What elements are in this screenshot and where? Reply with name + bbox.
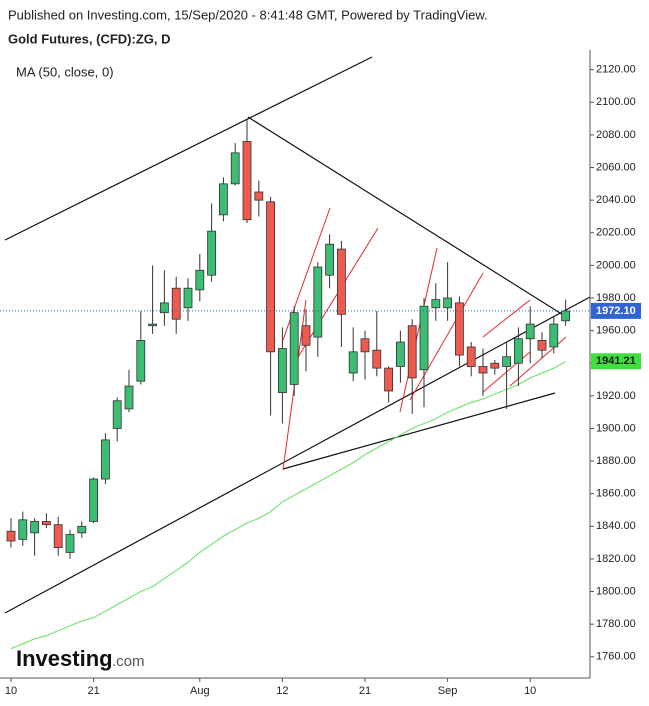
candle-body <box>407 325 417 379</box>
x-tick-label: 12 <box>276 685 288 697</box>
y-tick-label: 1780.00 <box>596 618 636 630</box>
candle-body <box>372 349 382 369</box>
candle-body <box>112 400 122 429</box>
candle-body <box>42 521 51 526</box>
candle-body <box>277 348 287 393</box>
fan-line <box>482 299 531 338</box>
legend-entry: MA (50, close, 0) <box>16 64 114 79</box>
y-tick-label: 1820.00 <box>596 553 636 565</box>
candle-body <box>360 338 370 353</box>
candle-body <box>443 297 453 309</box>
y-tick-label: 1760.00 <box>596 651 636 663</box>
header: Published on Investing.com, 15/Sep/2020 … <box>8 7 488 22</box>
x-tick-label: Sep <box>438 685 458 697</box>
candle-body <box>183 287 193 309</box>
candle-body <box>502 356 512 367</box>
candle-body <box>195 269 205 291</box>
fan-line <box>409 272 484 401</box>
candle-body <box>454 302 464 356</box>
candle-body <box>148 323 158 327</box>
candle-body <box>207 230 217 276</box>
candle-body <box>336 248 346 315</box>
y-tick-label: 1960.00 <box>596 325 636 337</box>
candle-body <box>431 299 441 309</box>
y-tick-label: 2060.00 <box>596 161 636 173</box>
y-tick-label: 1920.00 <box>596 390 636 402</box>
candle-body <box>218 183 228 216</box>
y-tick-label: 1900.00 <box>596 422 636 434</box>
candle-body <box>6 530 16 542</box>
candle-body <box>124 385 134 410</box>
candle-body <box>53 524 63 548</box>
candle-body <box>30 521 40 534</box>
chart-title: Gold Futures, (CFD):ZG, D <box>8 31 170 46</box>
y-tick-label: 2000.00 <box>596 259 636 271</box>
trendline <box>282 392 556 470</box>
trendline <box>4 56 373 241</box>
candle-body <box>549 323 559 348</box>
candle-body <box>525 323 535 340</box>
candle-body <box>325 243 335 276</box>
y-tick-label: 1880.00 <box>596 455 636 467</box>
candle-body <box>478 366 488 374</box>
candle-body <box>301 325 311 346</box>
candle-body <box>537 340 547 351</box>
candle-body <box>254 191 264 201</box>
x-tick-label: 10 <box>524 685 536 697</box>
candle-body <box>89 478 98 522</box>
candle-body <box>230 152 240 185</box>
candle-body <box>266 201 276 353</box>
last-price-box <box>591 302 641 319</box>
candle-body <box>65 534 75 553</box>
logo-suffix: .com <box>112 653 145 670</box>
y-tick-label: 2100.00 <box>596 96 636 108</box>
candle-body <box>490 362 500 369</box>
candle-body <box>289 312 299 385</box>
y-tick-label: 2080.00 <box>596 129 636 141</box>
candle-body <box>419 305 429 371</box>
trendline <box>247 116 569 319</box>
candle-body <box>348 351 358 374</box>
candle-body <box>384 367 394 392</box>
candle-body <box>313 266 323 338</box>
candle-body <box>171 287 181 320</box>
ma-last-label: 1941.21 <box>596 355 636 367</box>
x-tick-label: 10 <box>5 685 17 697</box>
x-tick-label: 21 <box>87 685 99 697</box>
candle-body <box>159 302 169 314</box>
x-tick-label: 21 <box>359 685 371 697</box>
candle-body <box>136 340 146 382</box>
trendline <box>4 296 591 614</box>
candle-body <box>466 346 476 367</box>
candle-body <box>18 519 28 540</box>
candle-body <box>514 338 523 364</box>
logo: Investing .com <box>16 646 145 671</box>
y-tick-label: 2020.00 <box>596 227 636 239</box>
ma-line <box>10 361 566 650</box>
y-tick-label: 1860.00 <box>596 488 636 500</box>
y-tick-label: 2120.00 <box>596 64 636 76</box>
logo-text: Investing <box>16 646 113 671</box>
candle-body <box>395 341 405 367</box>
candle-body <box>77 525 87 534</box>
y-tick-label: 1980.00 <box>596 292 636 304</box>
candle-body <box>242 141 252 221</box>
ma-last-box <box>591 353 641 370</box>
candle-body <box>561 310 570 322</box>
last-price-label: 1972.10 <box>596 305 636 317</box>
candle-body <box>101 439 110 480</box>
y-tick-label: 2040.00 <box>596 194 636 206</box>
fan-line <box>399 247 438 413</box>
y-tick-label: 1800.00 <box>596 585 636 597</box>
y-tick-label: 1840.00 <box>596 520 636 532</box>
x-tick-label: Aug <box>190 685 210 697</box>
